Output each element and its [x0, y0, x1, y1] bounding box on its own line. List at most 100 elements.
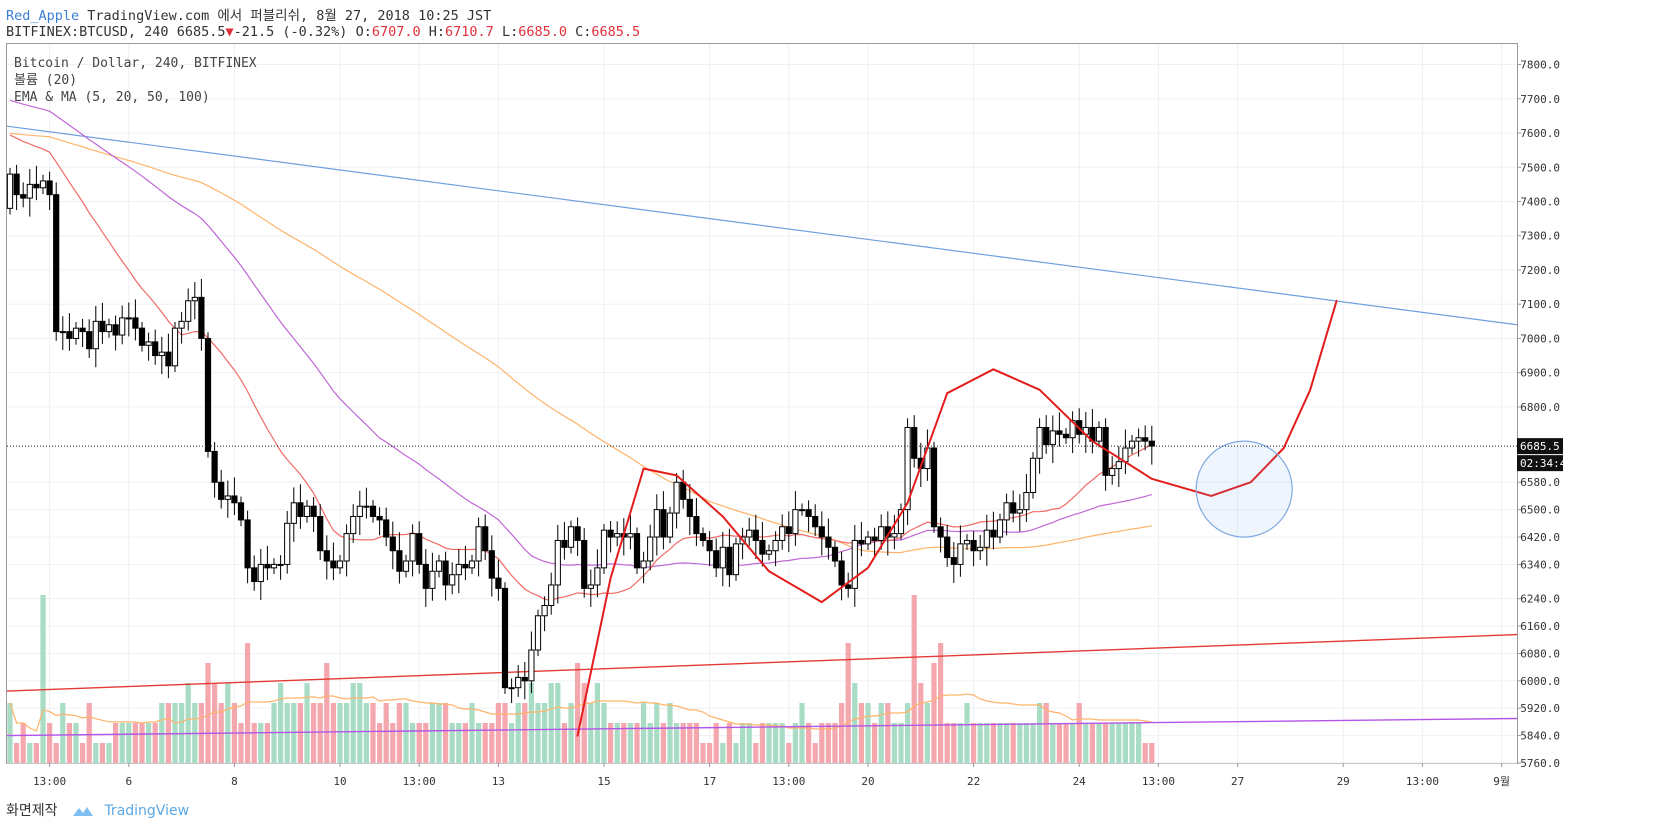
x-tick-label: 29	[1337, 775, 1350, 788]
volume-bar	[964, 703, 970, 763]
y-tick-label: 6580.0	[1520, 476, 1560, 489]
price-chart[interactable]: 5760.05840.05920.06000.06080.06160.06240…	[0, 0, 1653, 800]
candle-down	[112, 324, 119, 336]
volume-bar	[40, 595, 46, 763]
volume-bar	[621, 723, 627, 763]
volume-bar	[654, 703, 660, 763]
candle-down	[633, 533, 641, 569]
volume-bar	[1070, 723, 1076, 763]
y-tick-label: 5920.0	[1520, 702, 1560, 715]
candle-down	[416, 533, 423, 565]
volume-bar	[330, 703, 336, 763]
candle-down	[138, 327, 146, 346]
candle-down	[686, 498, 693, 517]
y-tick-label: 7000.0	[1520, 332, 1560, 345]
candle-up	[468, 560, 476, 569]
candle-down	[1148, 440, 1155, 447]
volume-bar	[47, 723, 53, 763]
volume-bar	[165, 703, 171, 763]
volume-bar	[924, 703, 930, 763]
volume-bar	[264, 723, 270, 763]
volume-bar	[152, 723, 158, 763]
candle-down	[521, 676, 528, 682]
candle-up	[567, 526, 575, 548]
volume-bar	[852, 683, 858, 763]
volume-bar	[799, 703, 805, 763]
candle-up	[1036, 426, 1043, 459]
candle-up	[435, 560, 443, 572]
tradingview-brand[interactable]: TradingView	[104, 803, 190, 819]
y-tick-label: 6160.0	[1520, 620, 1560, 633]
candle-down	[1056, 430, 1063, 435]
chart-publish-info: Red_Apple TradingView.com 에서 퍼블리쉬, 8월 27…	[6, 4, 491, 24]
candle-down	[198, 296, 205, 339]
volume-bar	[390, 723, 396, 763]
volume-bar	[674, 723, 680, 763]
y-tick-label: 7100.0	[1520, 298, 1560, 311]
volume-bar	[865, 703, 871, 763]
x-tick-label: 15	[597, 775, 610, 788]
volume-bar	[700, 743, 706, 763]
candle-down	[1142, 437, 1149, 442]
volume-bar	[693, 723, 699, 763]
candle-up	[528, 649, 535, 682]
volume-bar	[898, 723, 904, 763]
candle-up	[864, 536, 872, 545]
volume-bar	[555, 683, 561, 763]
candle-down	[759, 539, 766, 555]
volume-bar	[931, 663, 937, 763]
volume-bar	[594, 683, 600, 763]
x-tick-label: 24	[1073, 775, 1087, 788]
legend-symbol: Bitcoin / Dollar, 240, BITFINEX	[14, 56, 257, 71]
candle-up	[554, 539, 561, 586]
high-label: H:	[428, 24, 446, 40]
volume-bar	[172, 703, 178, 763]
candle-up	[963, 539, 971, 545]
volume-bar	[1109, 723, 1115, 763]
volume-bar	[957, 723, 963, 763]
volume-bar	[759, 723, 765, 763]
legend-ma: EMA & MA (5, 20, 50, 100)	[14, 90, 210, 105]
candle-up	[39, 180, 47, 189]
candle-down	[706, 539, 713, 552]
volume-bar	[383, 703, 389, 763]
open-value: 6707.0	[371, 24, 421, 40]
candle-up	[6, 173, 14, 209]
volume-bar	[476, 723, 482, 763]
last-price-tag	[1517, 438, 1563, 455]
candle-down	[838, 560, 845, 586]
made-with-label: 화면제작	[6, 803, 58, 819]
volume-bar	[542, 703, 548, 763]
volume-bar	[845, 643, 851, 763]
volume-bar	[535, 703, 541, 763]
candle-up	[191, 296, 198, 302]
volume-bar	[1063, 723, 1069, 763]
volume-bar	[66, 723, 72, 763]
volume-bar	[944, 723, 950, 763]
volume-bar	[878, 703, 884, 763]
candle-up	[534, 615, 542, 651]
candle-up	[409, 533, 416, 562]
candle-up	[224, 495, 231, 500]
candle-up	[59, 331, 66, 334]
volume-bar	[126, 723, 132, 763]
candle-down	[574, 526, 581, 541]
author-name[interactable]: Red_Apple	[6, 8, 80, 24]
volume-bar	[819, 723, 825, 763]
target-circle	[1195, 440, 1293, 538]
candle-up	[798, 509, 806, 512]
volume-bar	[278, 683, 284, 763]
y-tick-label: 7800.0	[1520, 59, 1560, 72]
volume-bar	[80, 743, 86, 763]
volume-bar	[403, 703, 409, 763]
volume-bar	[997, 723, 1003, 763]
candle-up	[356, 505, 363, 517]
wave-pattern-drawing	[576, 299, 1338, 737]
candle-up	[92, 320, 99, 350]
candle-down	[33, 183, 40, 189]
candle-up	[145, 341, 152, 346]
candle-up	[897, 509, 905, 535]
volume-bar	[773, 723, 779, 763]
candle-up	[1109, 468, 1116, 476]
volume-bar	[1023, 723, 1029, 763]
